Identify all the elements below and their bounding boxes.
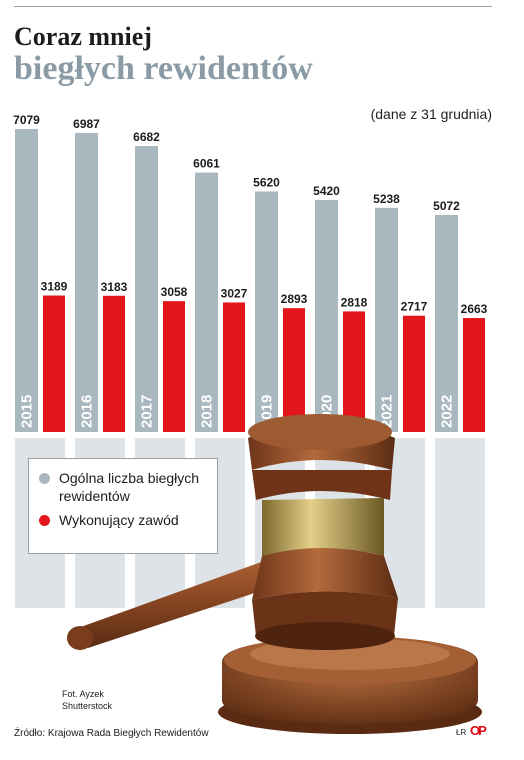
category-label: 2015 bbox=[19, 395, 36, 428]
data-label-total: 5620 bbox=[253, 175, 280, 189]
category-label: 2022 bbox=[439, 395, 456, 428]
bar-total bbox=[195, 172, 218, 432]
bar-practicing bbox=[223, 302, 245, 432]
bar-total bbox=[315, 200, 338, 432]
legend-label-practicing: Wykonujący zawód bbox=[59, 512, 179, 528]
data-label-practicing: 2818 bbox=[341, 295, 368, 309]
data-label-practicing: 3058 bbox=[161, 285, 188, 299]
data-label-total: 5238 bbox=[373, 192, 400, 206]
photo-credit-line1: Fot. Ayzek bbox=[62, 689, 104, 699]
bar-practicing bbox=[283, 308, 305, 432]
gavel-head-ring bbox=[262, 498, 384, 558]
publisher-logo: OP bbox=[470, 723, 487, 738]
data-label-total: 7079 bbox=[13, 113, 40, 127]
legend-label-total: Ogólna liczba biegłych rewidentów bbox=[59, 470, 200, 504]
gavel-handle bbox=[78, 548, 312, 648]
photo-credit-line2: Shutterstock bbox=[62, 701, 113, 711]
category-label: 2017 bbox=[139, 395, 156, 428]
data-label-practicing: 2893 bbox=[281, 292, 308, 306]
data-label-total: 5420 bbox=[313, 184, 340, 198]
data-label-total: 5072 bbox=[433, 199, 460, 213]
photo-credit: Fot. Ayzek Shutterstock bbox=[62, 688, 112, 712]
title-line-1: Coraz mniej bbox=[14, 22, 152, 51]
bar-total bbox=[255, 191, 278, 432]
top-rule bbox=[14, 6, 492, 7]
legend-dot-practicing bbox=[39, 515, 50, 526]
data-label-practicing: 3183 bbox=[101, 280, 128, 294]
category-label: 2021 bbox=[379, 395, 396, 428]
category-label: 2016 bbox=[79, 395, 96, 428]
source-line: Źródło: Krajowa Rada Biegłych Rewidentów bbox=[14, 728, 209, 739]
source-tag: ŁR bbox=[456, 728, 467, 737]
data-label-practicing: 2717 bbox=[401, 300, 428, 314]
bar-practicing bbox=[163, 301, 185, 432]
bar-total bbox=[135, 146, 158, 432]
bar-total bbox=[75, 132, 98, 432]
data-label-total: 6682 bbox=[133, 130, 160, 144]
legend: Ogólna liczba biegłych rewidentów Wykonu… bbox=[28, 458, 218, 554]
bar-practicing bbox=[43, 295, 65, 432]
gavel-head-bottom bbox=[252, 548, 398, 600]
title-line-2: biegłych rewidentów bbox=[14, 50, 313, 87]
gavel-handle-knob bbox=[67, 626, 93, 650]
data-label-total: 6987 bbox=[73, 117, 100, 131]
data-label-practicing: 3027 bbox=[221, 286, 248, 300]
date-note: (dane z 31 grudnia) bbox=[370, 106, 492, 122]
data-label-practicing: 3189 bbox=[41, 280, 68, 294]
bar-total bbox=[435, 214, 458, 432]
legend-dot-total bbox=[39, 473, 50, 484]
data-label-practicing: 2663 bbox=[461, 302, 488, 316]
bar-practicing bbox=[403, 315, 425, 432]
bar-total bbox=[15, 129, 38, 432]
bar-total bbox=[375, 207, 398, 432]
bar-practicing bbox=[463, 318, 485, 432]
category-label: 2018 bbox=[199, 395, 216, 428]
bar-shadow bbox=[435, 438, 485, 608]
bar-practicing bbox=[103, 295, 125, 432]
data-label-total: 6061 bbox=[193, 157, 220, 171]
bar-practicing bbox=[343, 311, 365, 432]
